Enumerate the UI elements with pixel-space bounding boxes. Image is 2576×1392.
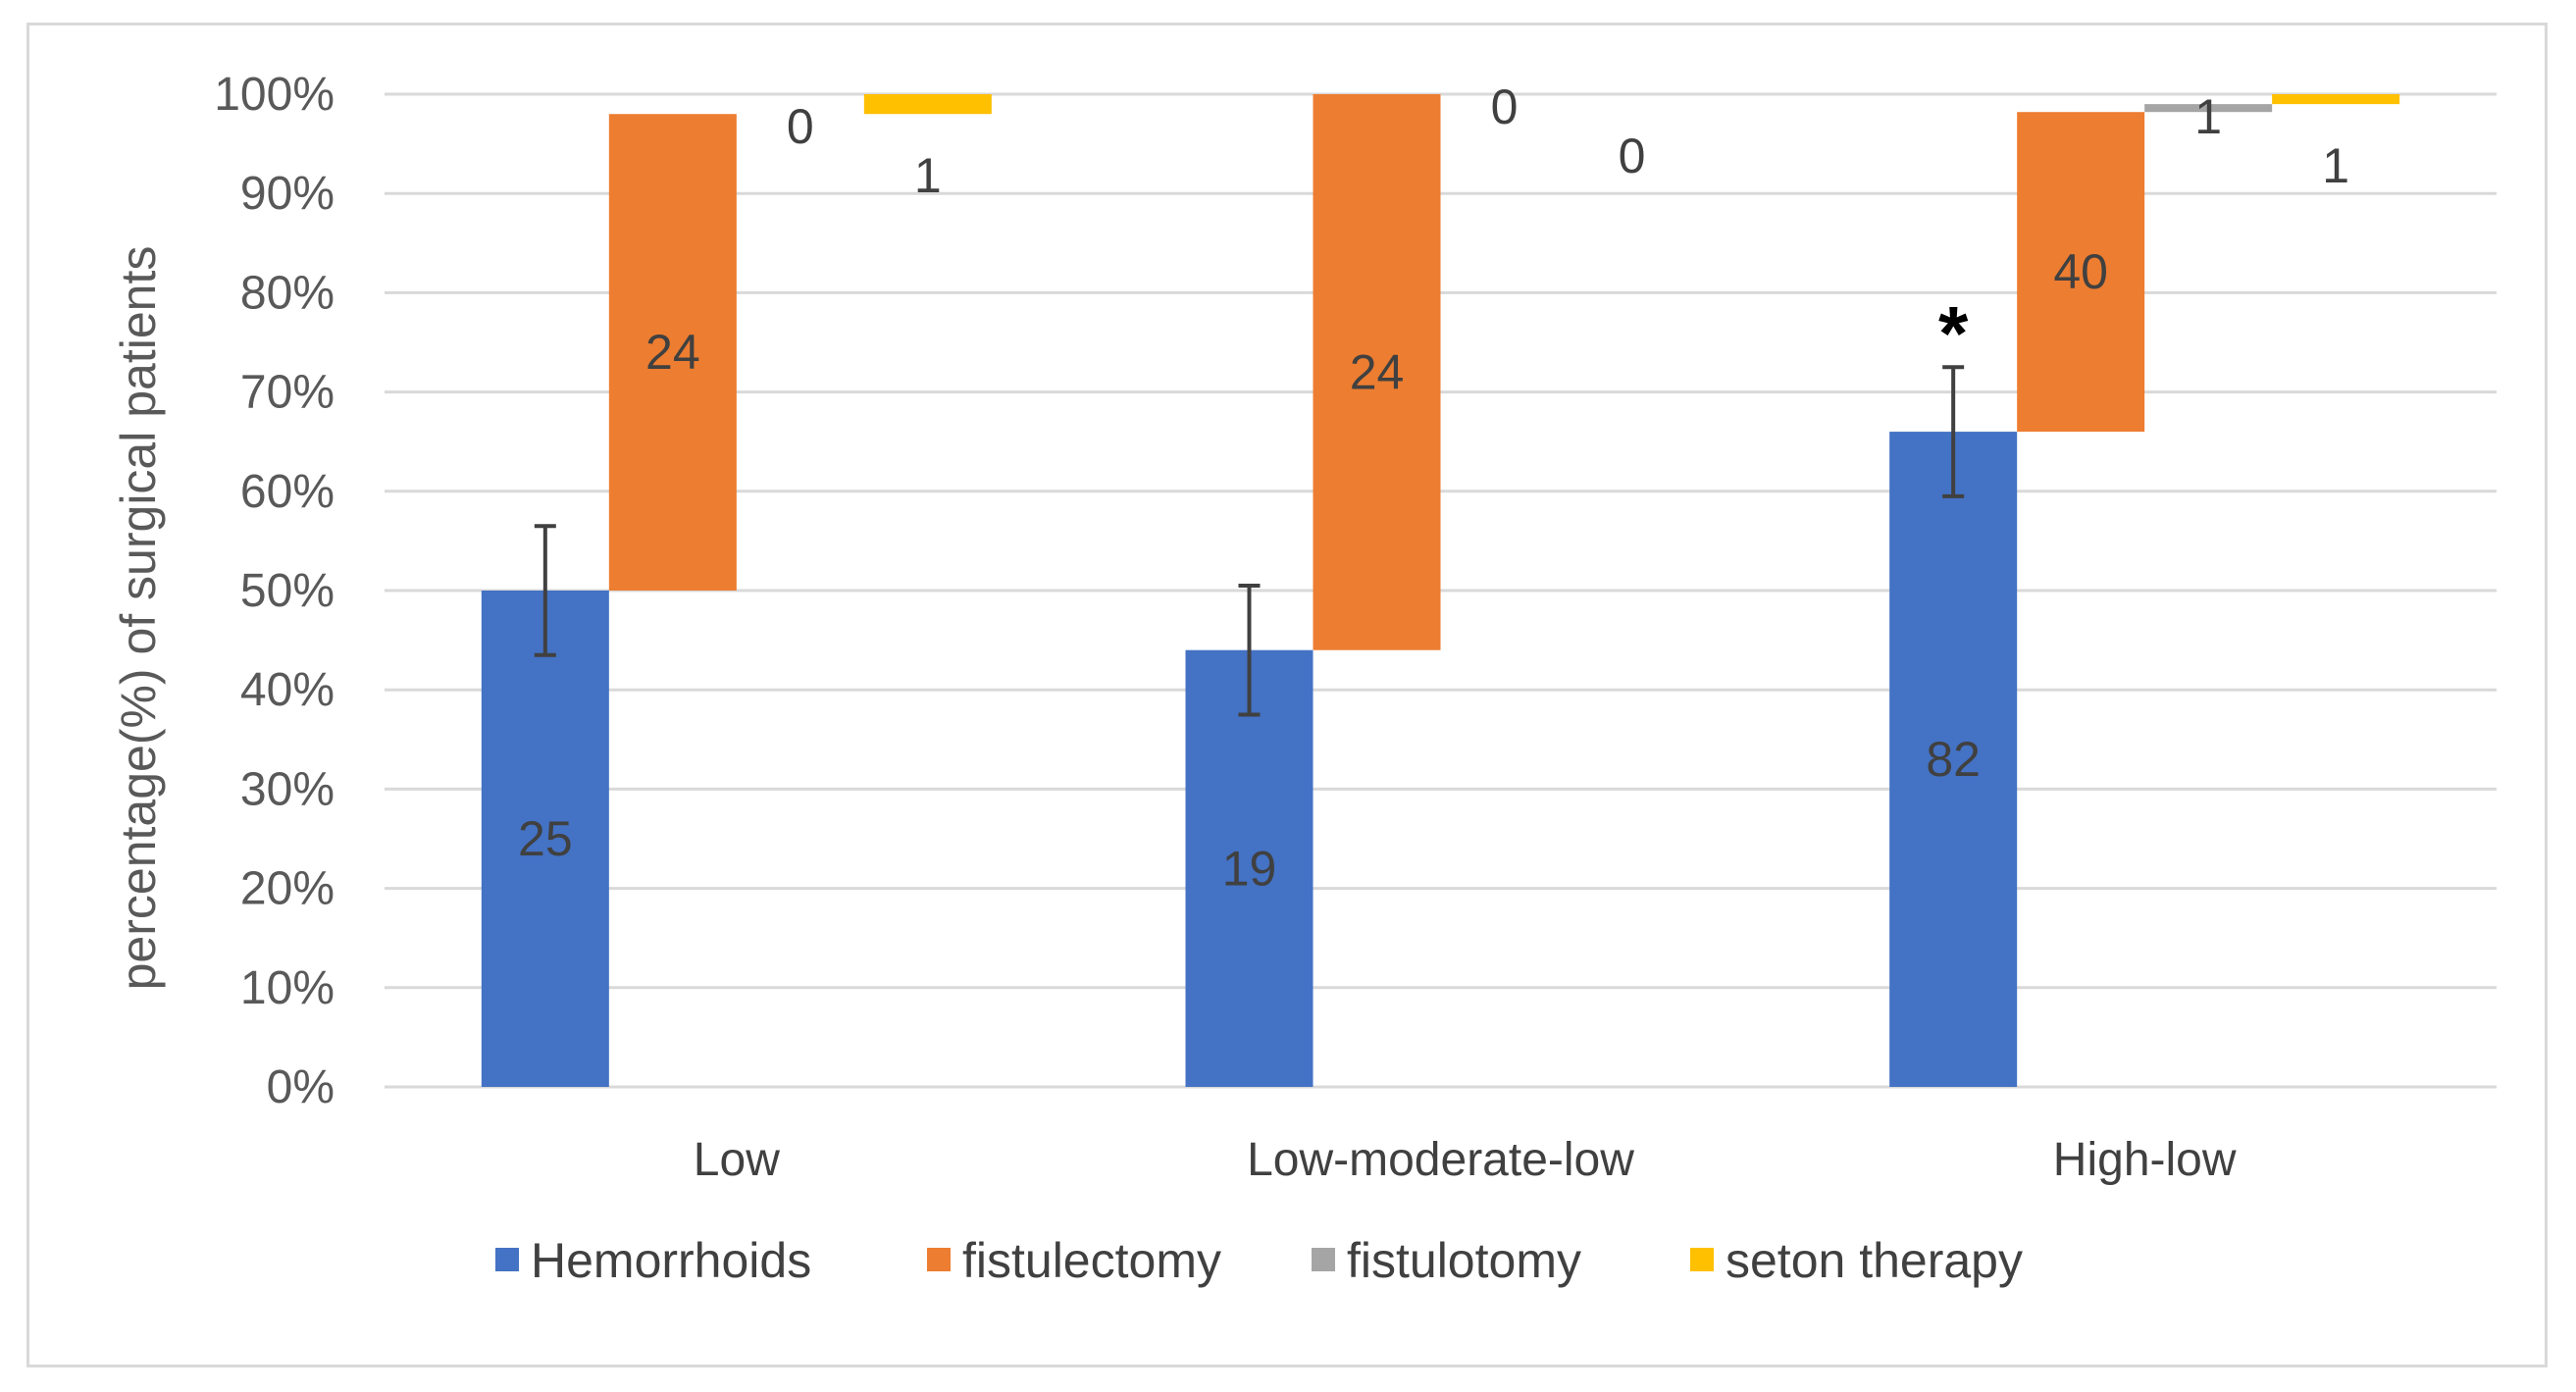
y-tick-label: 80% xyxy=(240,267,335,319)
data-label: 1 xyxy=(2194,89,2222,144)
data-labels: 25 24 0 1 19 24 0 0 82 40 1 1 * xyxy=(518,79,2349,896)
bar-fistulectomy xyxy=(1313,94,1441,650)
y-tick-label: 70% xyxy=(240,367,335,419)
bar-fistulectomy xyxy=(2017,112,2145,433)
y-axis-ticks: 0% 10% 20% 30% 40% 50% 60% 70% 80% 90% 100% xyxy=(214,69,335,1113)
x-category-label: Low-moderate-low xyxy=(1247,1134,1634,1186)
x-category-label: High-low xyxy=(2053,1134,2237,1186)
y-tick-label: 90% xyxy=(240,168,335,220)
legend-item: fistulotomy xyxy=(1312,1233,1581,1288)
legend-swatch xyxy=(927,1248,951,1271)
legend-label: fistulectomy xyxy=(962,1233,1221,1288)
y-tick-label: 20% xyxy=(240,863,335,915)
data-label: 24 xyxy=(645,325,700,380)
y-tick-label: 100% xyxy=(214,69,335,121)
y-tick-label: 60% xyxy=(240,466,335,518)
y-tick-label: 10% xyxy=(240,962,335,1014)
data-label: 1 xyxy=(914,148,942,203)
x-axis-categories: Low Low-moderate-low High-low xyxy=(694,1134,2237,1186)
error-bars xyxy=(534,365,1965,717)
legend-label: fistulotomy xyxy=(1347,1233,1581,1288)
bar-fistulectomy xyxy=(608,114,737,592)
legend-item: Hemorrhoids xyxy=(495,1233,811,1288)
data-label: 1 xyxy=(2322,138,2349,193)
bar-seton-therapy xyxy=(2272,94,2400,105)
data-label: 0 xyxy=(1491,79,1519,134)
legend-swatch xyxy=(1312,1248,1335,1271)
legend-label: Hemorrhoids xyxy=(531,1233,811,1288)
bar-seton-therapy xyxy=(863,94,992,115)
error-bar xyxy=(534,524,556,657)
bar-fistulotomy xyxy=(2144,104,2273,113)
legend-swatch xyxy=(1690,1248,1714,1271)
data-label: 25 xyxy=(518,811,573,866)
legend-item: fistulectomy xyxy=(927,1233,1221,1288)
bars xyxy=(481,94,2400,1088)
error-bar xyxy=(1942,365,1965,498)
bar-hemorrhoids xyxy=(481,591,609,1087)
error-bar xyxy=(1238,583,1261,717)
bar-hemorrhoids xyxy=(1185,649,1314,1087)
legend-swatch xyxy=(495,1248,519,1271)
x-category-label: Low xyxy=(694,1134,780,1186)
y-tick-label: 30% xyxy=(240,763,335,815)
legend: Hemorrhoids fistulectomy fistulotomy seton … xyxy=(495,1233,2023,1288)
data-label: 0 xyxy=(1619,129,1646,183)
data-label: 19 xyxy=(1222,841,1277,896)
data-label: 0 xyxy=(787,99,814,154)
y-tick-label: 0% xyxy=(267,1061,335,1113)
bar-hemorrhoids xyxy=(1889,432,2018,1088)
legend-label: seton therapy xyxy=(1726,1233,2023,1288)
data-label: 24 xyxy=(1350,344,1405,399)
data-label: 82 xyxy=(1926,732,1981,787)
legend-item: seton therapy xyxy=(1690,1233,2023,1288)
y-tick-label: 50% xyxy=(240,565,335,617)
y-axis-title: percentage(%) of surgical patients xyxy=(111,246,166,991)
data-label: 40 xyxy=(2053,244,2108,299)
bar-chart: 0% 10% 20% 30% 40% 50% 60% 70% 80% 90% 100% 25 24 0 1… xyxy=(111,69,2497,1288)
chart-frame: 0% 10% 20% 30% 40% 50% 60% 70% 80% 90% 100% 25 24 0 1… xyxy=(26,23,2548,1367)
significance-asterisk: * xyxy=(1938,289,1969,376)
y-tick-label: 40% xyxy=(240,664,335,716)
